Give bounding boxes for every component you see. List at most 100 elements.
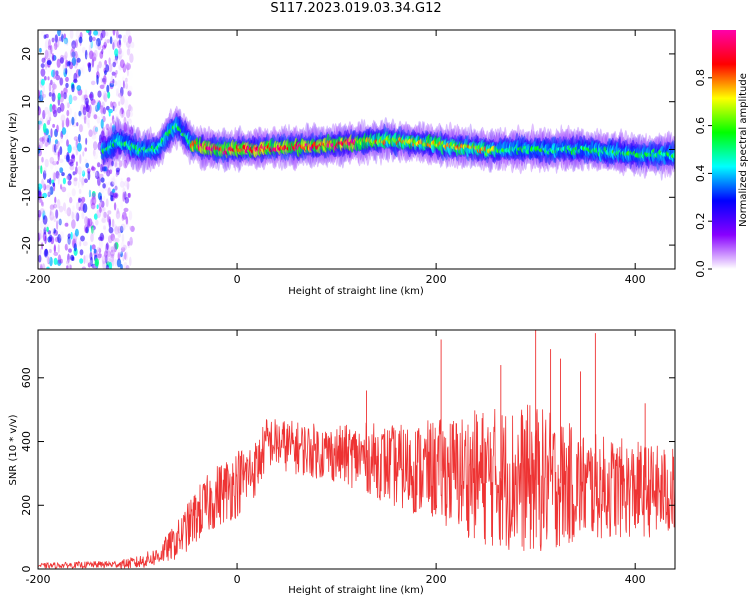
heatmap-cell — [130, 225, 135, 232]
heatmap-cell — [57, 175, 60, 185]
heatmap-cell — [71, 153, 76, 164]
heatmap-cell — [86, 104, 90, 113]
heatmap-cell — [98, 236, 103, 241]
snr-y-tick-label: 0 — [20, 566, 33, 573]
heatmap-cell — [100, 130, 105, 141]
heatmap-cell — [43, 227, 47, 235]
heatmap-cell — [40, 165, 43, 175]
heatmap-cell — [80, 235, 85, 242]
heatmap-cell — [42, 181, 46, 190]
heatmap-cell — [46, 141, 49, 148]
heatmap-cell — [93, 213, 98, 220]
heatmap-cell — [93, 114, 98, 120]
heatmap-cell — [73, 136, 79, 142]
heatmap-cell — [63, 38, 67, 46]
heatmap-cell — [96, 246, 101, 253]
heatmap-cell — [96, 204, 99, 210]
heatmap-cell — [76, 122, 79, 127]
heatmap-cell — [108, 63, 113, 73]
heatmap-cell — [125, 156, 129, 165]
heatmap-cell — [43, 208, 47, 216]
heatmap-cell — [87, 170, 91, 181]
heatmap-cell — [85, 118, 91, 125]
heatmap-cell — [47, 76, 50, 81]
heatmap-cell — [47, 45, 52, 50]
heatmap-cell — [117, 251, 121, 261]
heatmap-cell — [42, 93, 46, 98]
colorbar-label: Normalized spectral amplitude — [738, 73, 749, 227]
heatmap-cell — [59, 57, 64, 64]
heatmap-cell — [49, 160, 54, 170]
heatmap-cell — [119, 181, 125, 188]
heatmap-cell — [44, 41, 48, 51]
heatmap-cell — [125, 120, 129, 130]
heatmap-cell — [101, 217, 107, 224]
heatmap-cell — [99, 205, 103, 215]
heatmap-cell — [45, 253, 51, 264]
heatmap-cell — [39, 196, 43, 203]
heatmap-cell — [102, 261, 107, 269]
heatmap-cell — [129, 256, 132, 266]
heatmap-cell — [60, 177, 63, 186]
heatmap-cell — [82, 241, 88, 247]
heatmap-cell — [62, 64, 66, 73]
heatmap-cell — [100, 105, 104, 115]
heatmap-cell — [38, 183, 43, 190]
heatmap-cell — [115, 88, 120, 93]
heatmap-cell — [88, 259, 94, 265]
heatmap-cell — [123, 122, 127, 132]
heatmap-cell — [65, 38, 69, 46]
heatmap-cell — [94, 98, 98, 106]
heatmap-cell — [68, 60, 71, 66]
heatmap-cell — [49, 186, 54, 195]
heatmap-cell — [84, 49, 88, 60]
heatmap-cell — [123, 261, 128, 269]
heatmap-cell — [115, 153, 121, 160]
heatmap-cell — [42, 84, 45, 94]
heatmap-cell — [125, 78, 128, 87]
heatmap-cell — [58, 218, 62, 226]
snr-frame — [37, 329, 676, 570]
heatmap-cell — [113, 242, 118, 253]
heatmap-cell — [55, 74, 61, 81]
heatmap-cell — [95, 48, 99, 57]
heatmap-cell — [53, 251, 59, 256]
heatmap-cell — [91, 192, 96, 200]
heatmap-cell — [86, 216, 89, 224]
heatmap-cell — [71, 219, 76, 229]
heatmap-cell — [74, 53, 80, 59]
heatmap-cell — [89, 251, 93, 261]
heatmap-cell — [45, 184, 51, 191]
heatmap-cell — [129, 126, 134, 135]
heatmap-cell — [44, 142, 49, 147]
heatmap-cell — [105, 64, 110, 73]
heatmap-cell — [38, 254, 42, 263]
heatmap-cell — [127, 90, 132, 97]
heatmap-cell — [53, 172, 56, 182]
heatmap-cell — [59, 258, 63, 264]
heatmap-cell — [45, 38, 49, 49]
heatmap-cell — [86, 259, 89, 264]
heatmap-cell — [46, 60, 52, 66]
heatmap-cell — [123, 92, 127, 100]
heatmap-cell — [116, 30, 119, 39]
heatmap-cell — [98, 61, 102, 69]
spectrogram-heatmap — [38, 30, 675, 269]
heatmap-cell — [93, 112, 96, 119]
heatmap-cell — [68, 107, 72, 116]
heatmap-cell — [128, 85, 133, 93]
heatmap-cell — [59, 31, 63, 37]
heatmap-cell — [112, 42, 115, 50]
heatmap-cell — [40, 63, 45, 69]
heatmap-cell — [120, 50, 124, 58]
heatmap-cell — [103, 41, 107, 49]
heatmap-cell — [74, 228, 79, 237]
heatmap-cell — [67, 144, 72, 154]
heatmap-cell — [100, 112, 104, 119]
heatmap-cell — [104, 39, 108, 45]
heatmap-cell — [106, 250, 111, 258]
heatmap-cell — [122, 191, 125, 202]
heatmap-cell — [39, 220, 45, 229]
heatmap-cell — [129, 236, 133, 246]
